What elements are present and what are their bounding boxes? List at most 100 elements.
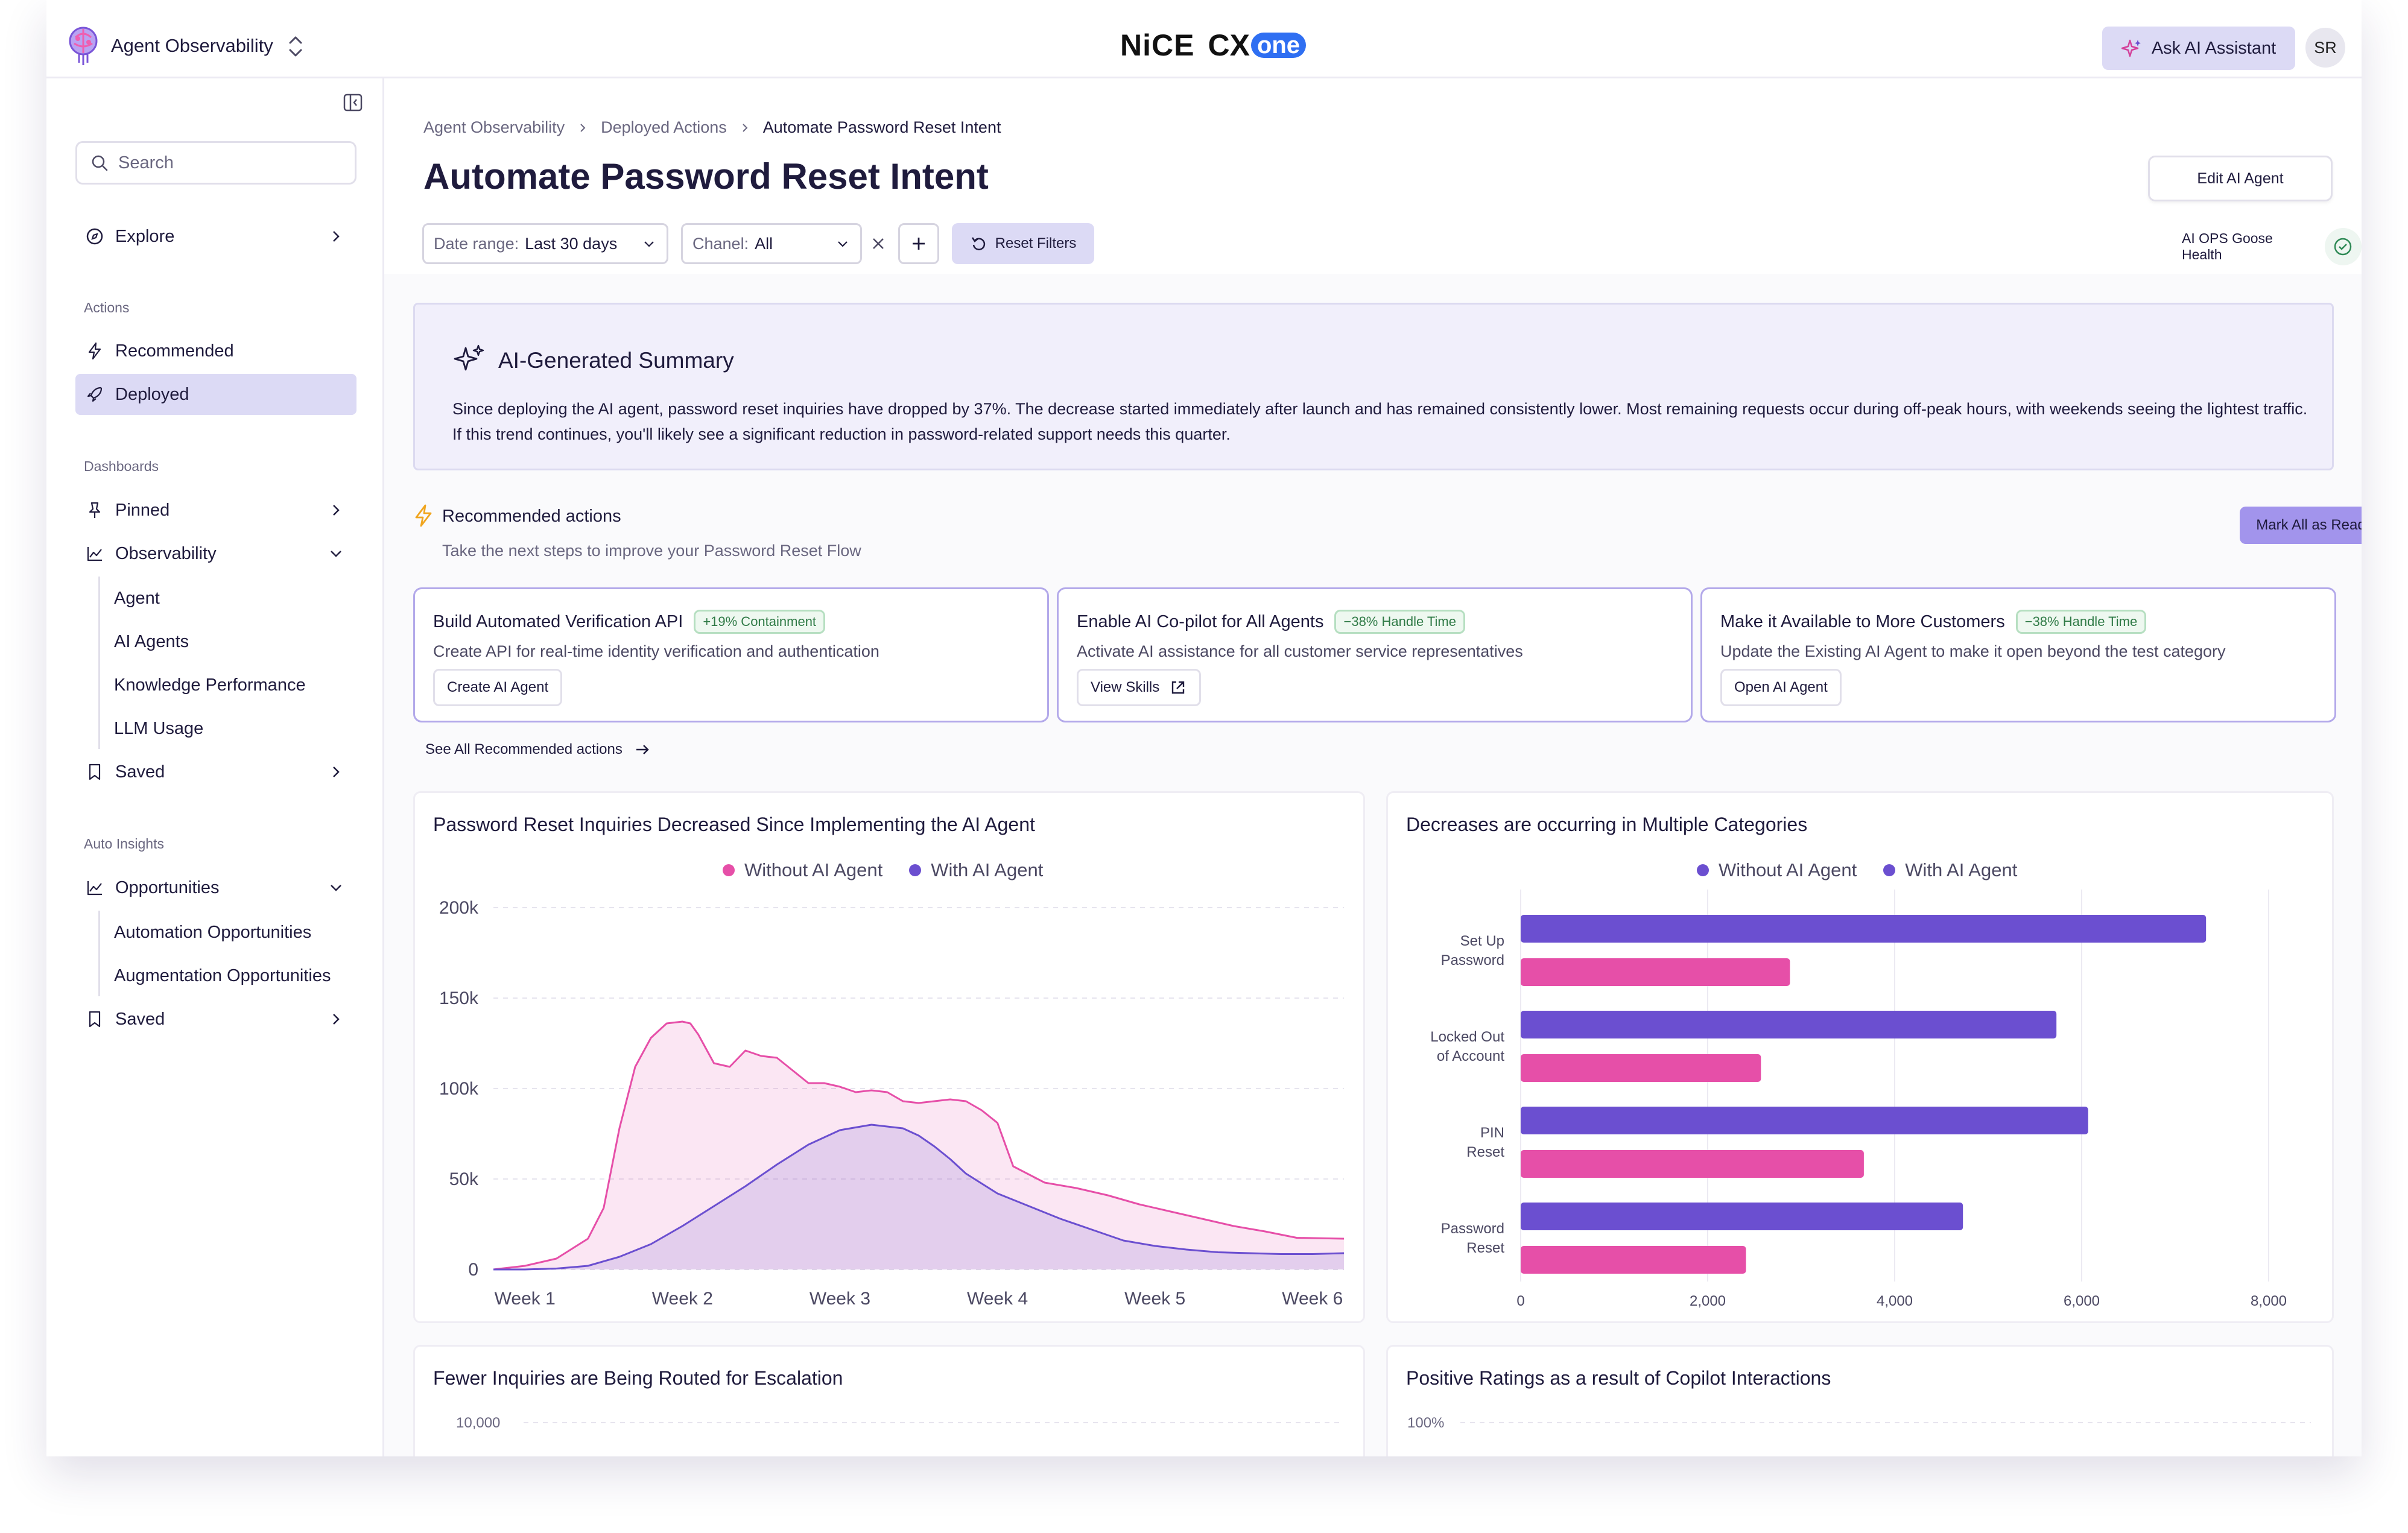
sidebar-item-label: Explore	[115, 226, 175, 246]
bar-without-ai[interactable]	[1521, 1107, 2088, 1134]
app-name[interactable]: Agent Observability	[111, 35, 273, 56]
category-label: Locked Out of Account	[1430, 1029, 1504, 1064]
sidebar-collapse-icon[interactable]	[342, 92, 364, 113]
ratings-chart-card: Positive Ratings as a result of Copilot …	[1386, 1345, 2334, 1456]
legend-item[interactable]: With AI Agent	[1883, 859, 2017, 881]
sidebar-item-observability[interactable]: Observability	[75, 533, 356, 574]
lightning-icon	[415, 504, 432, 527]
bar-without-ai[interactable]	[1521, 1011, 2057, 1038]
recommendation-card: Enable AI Co-pilot for All Agents −38% H…	[1057, 587, 1693, 722]
external-link-icon	[1172, 681, 1185, 694]
add-filter-button[interactable]	[898, 223, 939, 264]
legend-item[interactable]: With AI Agent	[909, 859, 1043, 881]
sidebar-item-label: Pinned	[115, 500, 170, 520]
submenu-guide-line	[98, 911, 100, 996]
sidebar-item-label: Opportunities	[115, 877, 220, 897]
bar-chart-plot: 0 2,000 4,000 6,000 8,000 Set Up Password Locke…	[1430, 890, 2287, 1309]
brain-icon[interactable]	[65, 24, 102, 68]
impact-badge: −38% Handle Time	[1334, 610, 1465, 634]
ai-summary-panel: AI-Generated Summary Since deploying the…	[413, 303, 2334, 470]
sidebar-item-label: Recommended	[115, 341, 234, 361]
button-label: View Skills	[1091, 679, 1160, 695]
x-tick-label: 0	[1516, 1293, 1524, 1309]
bar-without-ai[interactable]	[1521, 915, 2207, 943]
reset-icon	[971, 237, 985, 250]
section-label-actions: Actions	[84, 300, 130, 315]
sidebar-item-label: Saved	[115, 762, 165, 782]
filter-value: All	[755, 234, 773, 253]
sidebar-item-pinned[interactable]: Pinned	[75, 490, 356, 531]
sidebar-subitem-llm-usage[interactable]: LLM Usage	[114, 719, 204, 738]
sidebar-item-saved-insights[interactable]: Saved	[75, 999, 356, 1040]
series-line-with-ai	[493, 1124, 1345, 1271]
edit-ai-agent-button[interactable]: Edit AI Agent	[2148, 156, 2333, 201]
lightning-icon	[88, 342, 101, 360]
x-tick-label: Week 1	[495, 1289, 556, 1309]
legend-swatch	[1883, 864, 1896, 876]
sidebar-subitem-augmentation-opportunities[interactable]: Augmentation Opportunities	[114, 966, 331, 985]
bookmark-icon	[89, 1011, 101, 1028]
sidebar-item-opportunities[interactable]: Opportunities	[75, 867, 356, 908]
user-avatar[interactable]: SR	[2305, 28, 2345, 68]
x-tick-label: Week 3	[810, 1289, 870, 1309]
page-header: Agent Observability Deployed Actions Aut…	[384, 78, 2362, 274]
search-box[interactable]: Search	[75, 141, 356, 185]
filter-value: Last 30 days	[525, 234, 618, 253]
x-tick-label: Week 4	[967, 1289, 1028, 1309]
y-tick-label: 100k	[439, 1079, 479, 1099]
section-label-dashboards: Dashboards	[84, 458, 159, 474]
legend-item[interactable]: Without AI Agent	[1697, 859, 1857, 881]
view-skills-button[interactable]: View Skills	[1077, 669, 1202, 706]
sidebar-item-deployed[interactable]: Deployed	[75, 374, 356, 415]
line-chart-icon	[87, 547, 102, 561]
chevron-right-icon	[333, 231, 340, 242]
sidebar-item-explore[interactable]: Explore	[75, 216, 356, 257]
card-description: Create API for real-time identity verifi…	[433, 642, 879, 660]
y-tick-label: 10,000	[456, 1415, 500, 1431]
breadcrumb-item[interactable]: Deployed Actions	[601, 118, 727, 136]
inquiries-area-chart-card: Password Reset Inquiries Decreased Since…	[413, 791, 1365, 1323]
reset-filters-label: Reset Filters	[995, 235, 1077, 251]
bar-without-ai[interactable]	[1521, 1203, 1963, 1230]
link-label: See All Recommended actions	[425, 741, 623, 757]
bar-with-ai[interactable]	[1521, 1246, 1746, 1274]
sidebar-subitem-ai-agents[interactable]: AI Agents	[114, 632, 189, 651]
rocket-icon	[87, 387, 103, 402]
ai-ops-health[interactable]: AI OPS Goose Health	[2182, 228, 2362, 265]
clear-filter-icon[interactable]	[870, 235, 887, 252]
category-label: Password Reset	[1441, 1221, 1505, 1256]
legend-swatch	[1697, 864, 1709, 876]
x-tick-label: 4,000	[1877, 1293, 1913, 1309]
open-ai-agent-button[interactable]: Open AI Agent	[1720, 669, 1842, 706]
date-range-filter[interactable]: Date range: Last 30 days	[422, 223, 668, 264]
x-tick-label: 2,000	[1690, 1293, 1726, 1309]
switch-chevrons-icon[interactable]	[287, 33, 305, 60]
sidebar-item-saved-dashboards[interactable]: Saved	[75, 751, 356, 792]
sidebar-item-recommended[interactable]: Recommended	[75, 330, 356, 371]
create-ai-agent-button[interactable]: Create AI Agent	[433, 669, 563, 706]
ask-ai-assistant-button[interactable]: Ask AI Assistant	[2102, 27, 2295, 70]
check-circle-icon	[2334, 238, 2352, 256]
sidebar: Search Explore Actions Recommended Deplo…	[46, 78, 384, 1456]
mark-all-read-button[interactable]: Mark All as Read	[2240, 507, 2362, 544]
sidebar-subitem-knowledge-performance[interactable]: Knowledge Performance	[114, 675, 306, 695]
bar-with-ai[interactable]	[1521, 1054, 1761, 1082]
legend-item[interactable]: Without AI Agent	[723, 859, 882, 881]
breadcrumb: Agent Observability Deployed Actions Aut…	[423, 118, 1001, 137]
recommendation-card: Build Automated Verification API +19% Co…	[413, 587, 1049, 722]
see-all-recommended-link[interactable]: See All Recommended actions	[425, 741, 651, 759]
legend-swatch	[723, 864, 735, 876]
channel-filter[interactable]: Chanel: All	[681, 223, 862, 264]
chart-legend: Without AI Agent With AI Agent	[723, 859, 1043, 881]
bar-with-ai[interactable]	[1521, 958, 1790, 986]
card-description: Activate AI assistance for all customer …	[1077, 642, 1523, 660]
line-chart-icon	[87, 881, 102, 896]
bar-with-ai[interactable]	[1521, 1150, 1864, 1178]
y-tick-label: 200k	[439, 898, 479, 918]
breadcrumb-current: Automate Password Reset Intent	[762, 118, 1001, 136]
sidebar-subitem-agent[interactable]: Agent	[114, 589, 160, 608]
breadcrumb-item[interactable]: Agent Observability	[423, 118, 565, 136]
series-area-without-ai	[493, 1022, 1344, 1269]
reset-filters-button[interactable]: Reset Filters	[952, 223, 1094, 264]
sidebar-subitem-automation-opportunities[interactable]: Automation Opportunities	[114, 923, 312, 942]
